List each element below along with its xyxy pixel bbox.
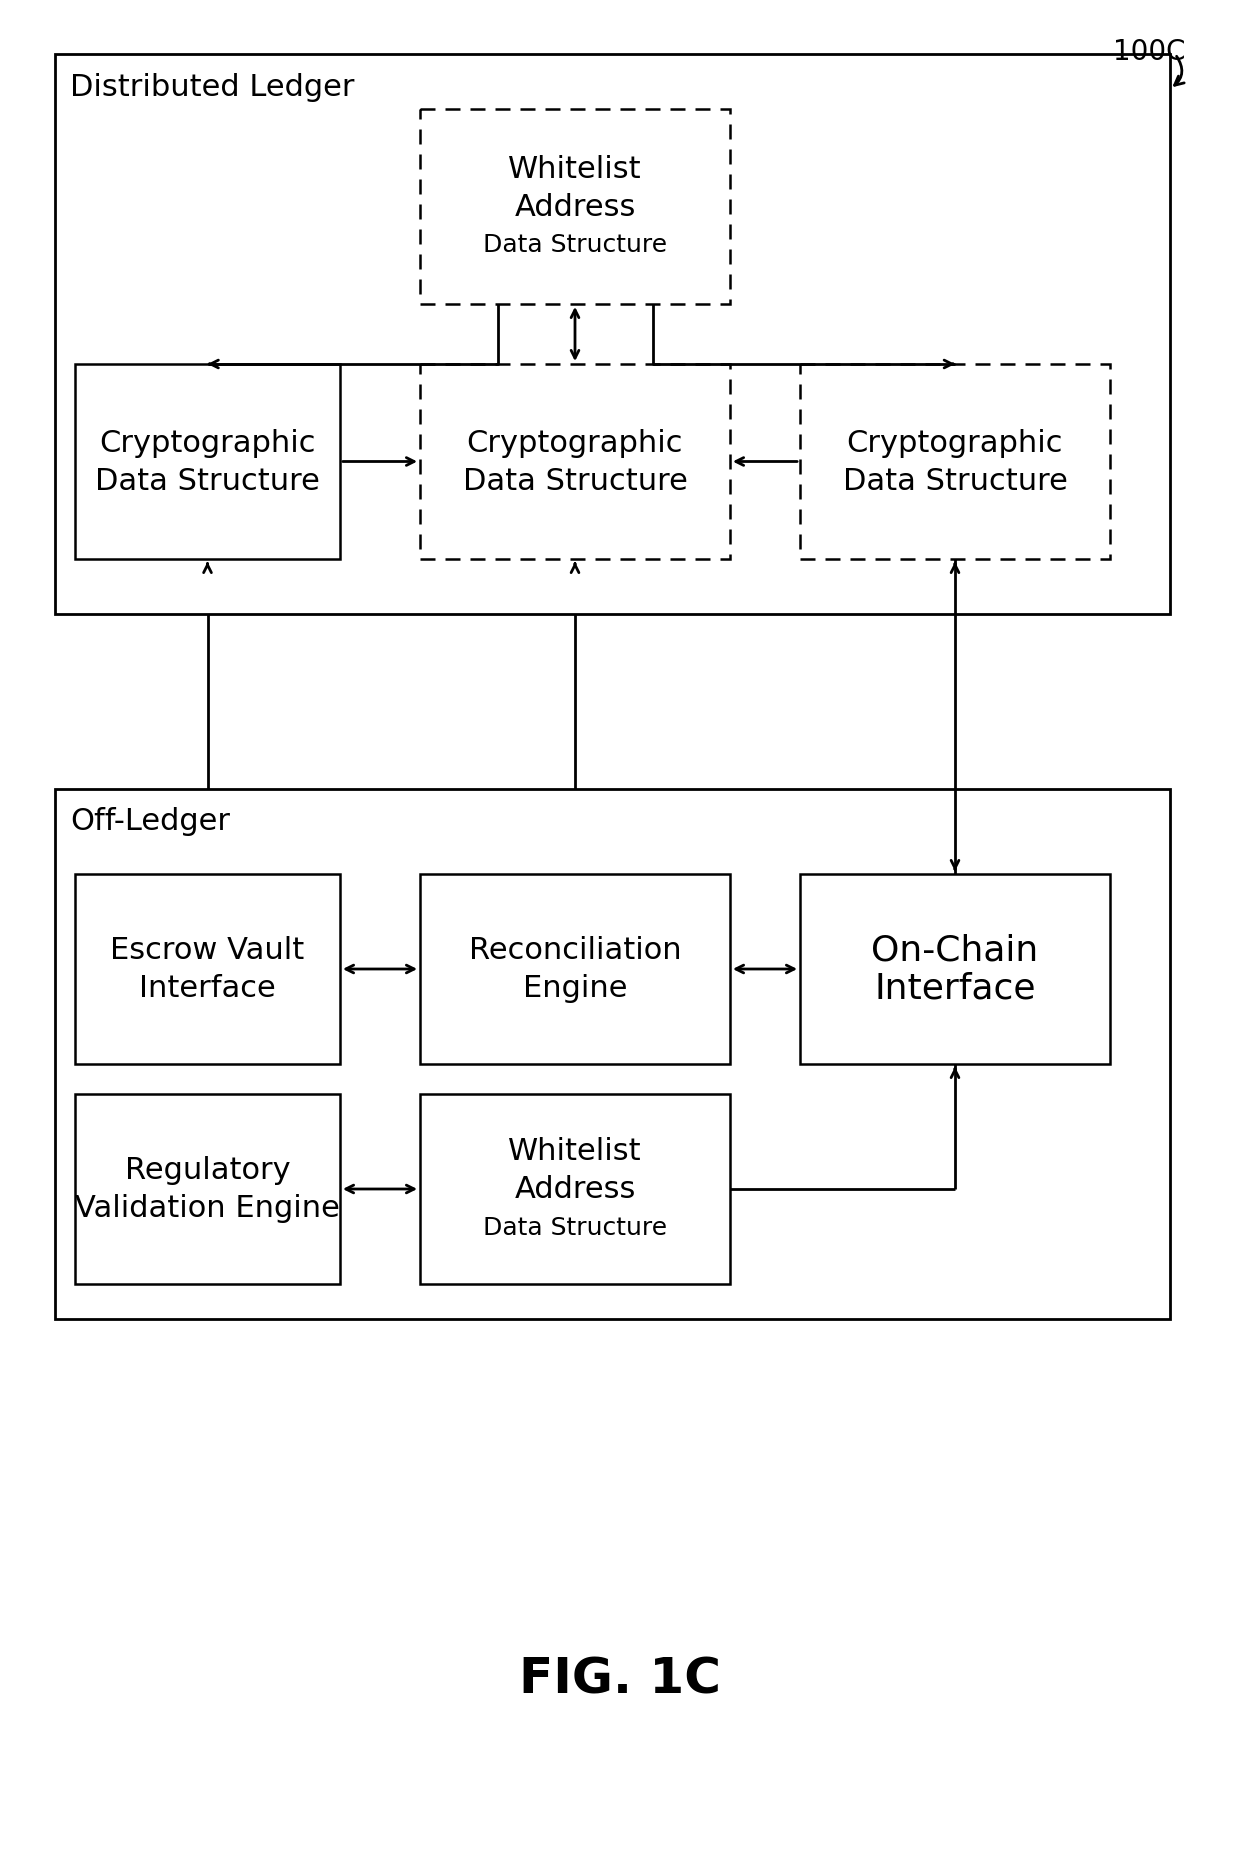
Text: Validation Engine: Validation Engine xyxy=(76,1195,340,1222)
Text: Whitelist: Whitelist xyxy=(508,156,642,184)
Bar xyxy=(420,365,730,560)
Text: Data Structure: Data Structure xyxy=(482,234,667,258)
Text: Data Structure: Data Structure xyxy=(482,1215,667,1239)
Text: Interface: Interface xyxy=(139,974,275,1004)
Text: Cryptographic: Cryptographic xyxy=(847,429,1063,458)
Text: Escrow Vault: Escrow Vault xyxy=(110,937,305,965)
Text: Off-Ledger: Off-Ledger xyxy=(69,807,229,837)
Text: Data Structure: Data Structure xyxy=(842,467,1068,495)
FancyArrowPatch shape xyxy=(1174,58,1184,85)
Bar xyxy=(420,109,730,304)
Text: Address: Address xyxy=(515,193,636,223)
Text: Cryptographic: Cryptographic xyxy=(466,429,683,458)
Bar xyxy=(74,1094,340,1284)
Text: Data Structure: Data Structure xyxy=(95,467,320,495)
Bar xyxy=(420,874,730,1065)
Bar xyxy=(74,365,340,560)
Bar xyxy=(420,1094,730,1284)
Text: FIG. 1C: FIG. 1C xyxy=(520,1655,720,1703)
Text: Data Structure: Data Structure xyxy=(463,467,687,495)
Text: Whitelist: Whitelist xyxy=(508,1137,642,1167)
Text: Cryptographic: Cryptographic xyxy=(99,429,316,458)
Bar xyxy=(74,874,340,1065)
Bar xyxy=(800,365,1110,560)
Text: Engine: Engine xyxy=(523,974,627,1004)
Text: On-Chain: On-Chain xyxy=(872,933,1039,968)
Text: Regulatory: Regulatory xyxy=(125,1156,290,1185)
Text: Address: Address xyxy=(515,1174,636,1204)
Bar xyxy=(800,874,1110,1065)
Bar xyxy=(55,56,1171,614)
Bar xyxy=(69,360,735,564)
Text: 100C: 100C xyxy=(1112,37,1185,67)
Bar xyxy=(55,790,1171,1319)
Text: Interface: Interface xyxy=(874,972,1035,1005)
Text: Distributed Ledger: Distributed Ledger xyxy=(69,72,355,102)
Text: Reconciliation: Reconciliation xyxy=(469,937,681,965)
